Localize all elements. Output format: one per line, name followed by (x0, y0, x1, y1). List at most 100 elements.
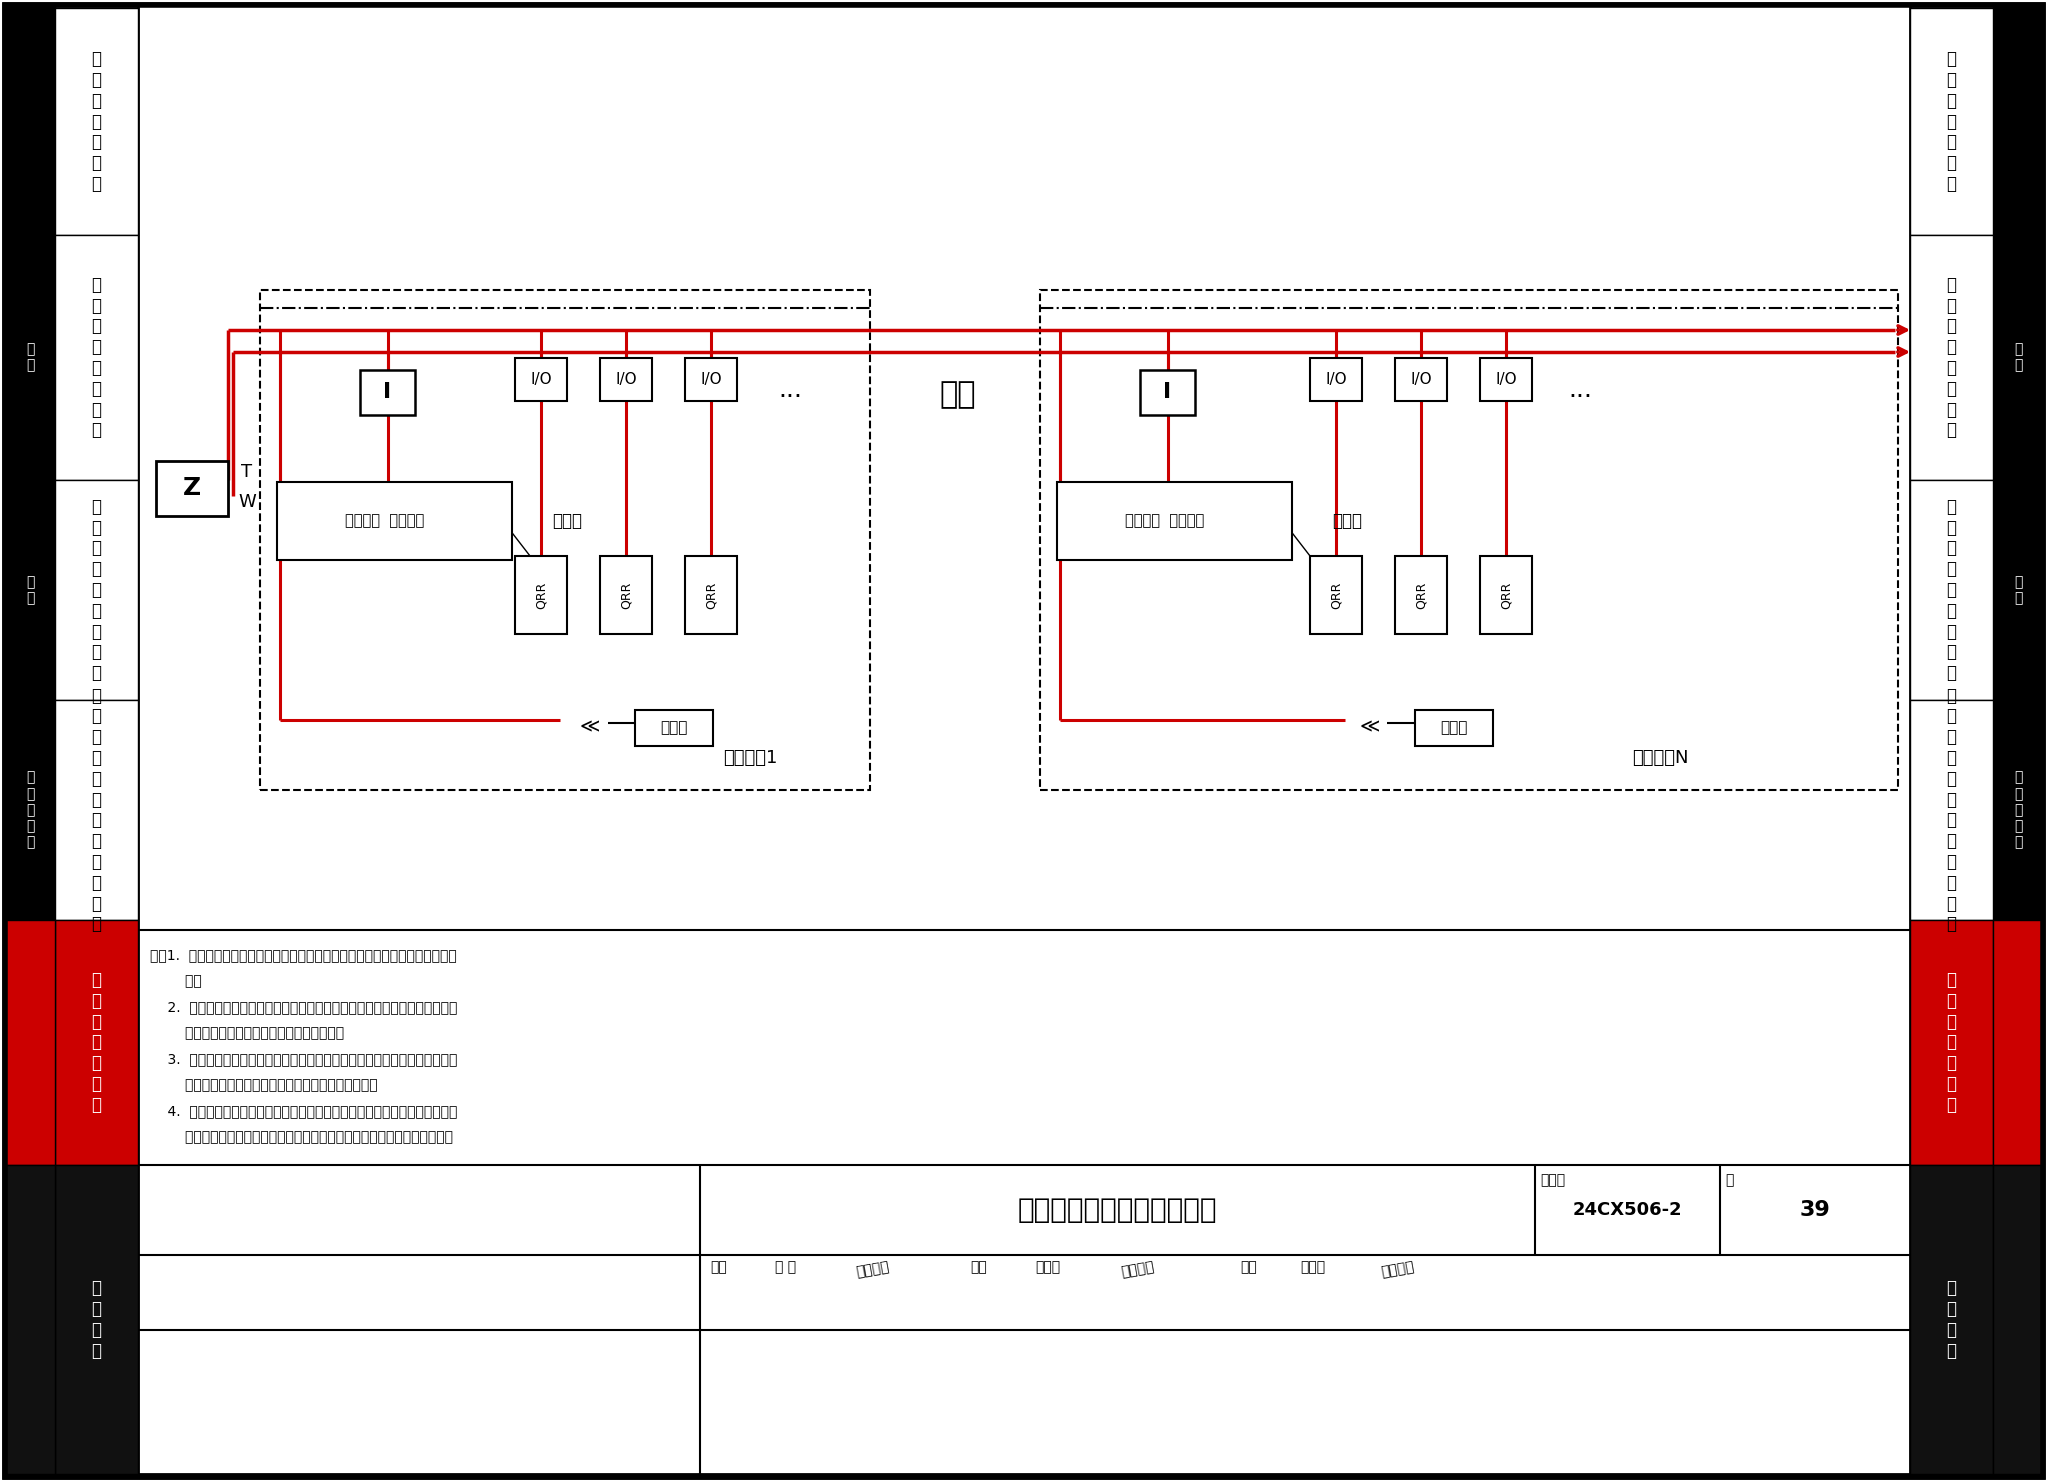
Text: 张俊峰: 张俊峰 (1034, 1260, 1061, 1275)
Text: 装
置: 装 置 (2013, 342, 2021, 372)
Text: 厂
房
式
储
能
电
站: 厂 房 式 储 能 电 站 (1946, 971, 1956, 1114)
Bar (684, 556, 737, 634)
Bar (4, 1165, 55, 1475)
Text: 2.  缆式线型感温火灾探测器每条回路终端配有一个终端盒，始端有一个转换: 2. 缆式线型感温火灾探测器每条回路终端配有一个终端盒，始端有一个转换 (150, 1000, 457, 1014)
Bar (1141, 370, 1194, 415)
Bar (514, 556, 567, 634)
Bar (1911, 1165, 1993, 1475)
Bar (1911, 700, 1993, 920)
Text: （签字）: （签字） (1380, 1260, 1415, 1279)
Text: ≪: ≪ (580, 717, 600, 737)
Text: 防火分区N: 防火分区N (1632, 748, 1688, 768)
Bar (360, 370, 416, 415)
Text: 置。: 置。 (150, 974, 203, 988)
Text: 〉〉: 〉〉 (940, 381, 977, 409)
Bar (1911, 7, 1993, 236)
Text: 图集号: 图集号 (1540, 1172, 1565, 1187)
Bar (1993, 1165, 2044, 1475)
Text: QRR: QRR (618, 581, 633, 609)
Text: ...: ... (778, 378, 803, 402)
Bar (600, 556, 651, 634)
Text: Z: Z (182, 476, 201, 499)
Text: 灭
火
系
统: 灭 火 系 统 (1946, 1279, 1956, 1359)
Text: 校对: 校对 (971, 1260, 987, 1275)
Text: ...: ... (1569, 378, 1591, 402)
Text: 储
能
一
体
柜
灭
火
系
统: 储 能 一 体 柜 灭 火 系 统 (1946, 498, 1956, 682)
Bar (4, 920, 55, 1165)
Text: QRR: QRR (535, 581, 547, 609)
Text: 储能电站电缆沟灭火系统图: 储能电站电缆沟灭火系统图 (1018, 1196, 1217, 1224)
Bar (1395, 359, 1448, 402)
Text: QRR: QRR (1499, 581, 1513, 609)
Bar (4, 4, 55, 1478)
Text: 设计: 设计 (1239, 1260, 1257, 1275)
Text: 换盒箱，转换盒箱的防护等级应根据现场工况确定。: 换盒箱，转换盒箱的防护等级应根据现场工况确定。 (150, 1077, 377, 1092)
Text: I/O: I/O (530, 372, 551, 387)
Text: QRR: QRR (1329, 581, 1343, 609)
Bar (55, 700, 137, 920)
Bar (55, 480, 137, 700)
Bar (55, 7, 137, 236)
Text: 装
置: 装 置 (27, 342, 35, 372)
Text: 孙 兰: 孙 兰 (774, 1260, 797, 1275)
Text: 灭
火
系
统: 灭 火 系 统 (92, 1279, 102, 1359)
Text: （签字）: （签字） (854, 1260, 891, 1279)
Text: I: I (1163, 382, 1171, 403)
Text: 站
灭
火
系
统: 站 灭 火 系 统 (27, 771, 35, 849)
Bar (684, 359, 737, 402)
Bar (260, 290, 870, 790)
Text: 39: 39 (1800, 1200, 1831, 1220)
Bar (1481, 359, 1532, 402)
Bar (1415, 710, 1493, 745)
Text: 火警输出  故障输出: 火警输出 故障输出 (1124, 513, 1204, 529)
Text: 储
能
一
体
柜
灭
火
系
统: 储 能 一 体 柜 灭 火 系 统 (92, 498, 102, 682)
Text: 4.  转换盒箱应安装在便于观察、维护的位置，终端盒可固定安装在附近的墙: 4. 转换盒箱应安装在便于观察、维护的位置，终端盒可固定安装在附近的墙 (150, 1104, 457, 1117)
Text: 时庆卫: 时庆卫 (1300, 1260, 1325, 1275)
Text: 转换盒: 转换盒 (553, 511, 582, 531)
Bar (635, 710, 713, 745)
Text: I: I (383, 382, 391, 403)
Bar (1311, 556, 1362, 634)
Bar (1395, 556, 1448, 634)
Text: 预
制
舱
式
储
能
电
站
灭
火
系
统: 预 制 舱 式 储 能 电 站 灭 火 系 统 (92, 686, 102, 934)
Text: T: T (242, 462, 252, 482)
Text: 电
池
模
块
灭
火
装
置: 电 池 模 块 灭 火 装 置 (92, 276, 102, 439)
Text: I/O: I/O (700, 372, 721, 387)
Text: I/O: I/O (1495, 372, 1518, 387)
Text: W: W (238, 494, 256, 511)
Text: 设
计
与
安
装
要
点: 设 计 与 安 装 要 点 (1946, 50, 1956, 193)
Text: 系
统: 系 统 (27, 575, 35, 605)
Text: 终端盒: 终端盒 (659, 720, 688, 735)
Text: 系
统: 系 统 (2013, 575, 2021, 605)
Text: 终端盒: 终端盒 (1440, 720, 1468, 735)
Text: 火警输出  故障输出: 火警输出 故障输出 (344, 513, 424, 529)
Text: ≪: ≪ (1360, 717, 1380, 737)
Text: 24CX506-2: 24CX506-2 (1573, 1200, 1681, 1220)
Text: （签字）: （签字） (1120, 1260, 1155, 1279)
Bar (55, 920, 137, 1165)
Bar (1481, 556, 1532, 634)
Bar (1911, 480, 1993, 700)
Text: 防火分区1: 防火分区1 (723, 748, 776, 768)
Text: QRR: QRR (1415, 581, 1427, 609)
Bar (1911, 920, 1993, 1165)
Text: QRR: QRR (705, 581, 717, 609)
Bar (55, 236, 137, 480)
Text: I/O: I/O (1411, 372, 1432, 387)
Text: 盒，通过输入模块和火灾报警控制器连接。: 盒，通过输入模块和火灾报警控制器连接。 (150, 1026, 344, 1040)
Bar (55, 1165, 137, 1475)
Bar (1311, 359, 1362, 402)
Bar (1040, 290, 1898, 790)
Bar (137, 4, 1911, 1475)
Text: I/O: I/O (1325, 372, 1348, 387)
Bar (1911, 236, 1993, 480)
Bar (1057, 482, 1292, 560)
Text: 设
计
与
安
装
要
点: 设 计 与 安 装 要 点 (92, 50, 102, 193)
Bar (600, 359, 651, 402)
Text: 页: 页 (1724, 1172, 1733, 1187)
Text: 注：1.  储能电站电缆沟可根据实际情况选用热气溶胶灭火装置或超细干粉灭火装: 注：1. 储能电站电缆沟可根据实际情况选用热气溶胶灭火装置或超细干粉灭火装 (150, 948, 457, 962)
Text: 电
池
模
块
灭
火
装
置: 电 池 模 块 灭 火 装 置 (1946, 276, 1956, 439)
Bar (1993, 920, 2044, 1165)
Bar (276, 482, 512, 560)
Text: I/O: I/O (614, 372, 637, 387)
